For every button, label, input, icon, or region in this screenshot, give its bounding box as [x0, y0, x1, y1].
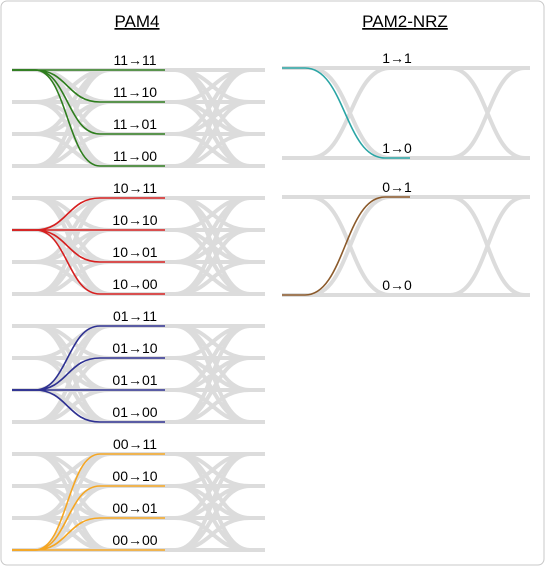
transition-label: 10→11 [113, 180, 157, 196]
transition-label: 0→0 [382, 277, 412, 293]
transition-label: 01→11 [113, 308, 157, 324]
transition-label: 1→1 [382, 50, 412, 66]
transition-label: 10→00 [112, 276, 157, 292]
transition-label: 00→00 [112, 532, 157, 548]
transition-label: 0→1 [382, 179, 412, 195]
transition-curve [12, 229, 165, 295]
transition-curve [12, 69, 165, 167]
transition-label: 11→00 [113, 148, 157, 164]
transition-curve [282, 196, 410, 296]
transition-label: 01→10 [112, 340, 157, 356]
pam4-title: PAM4 [114, 12, 159, 31]
transition-label: 01→01 [112, 372, 157, 388]
transition-label: 11→11 [113, 52, 156, 68]
transition-label: 00→10 [112, 468, 157, 484]
nrz-title: PAM2-NRZ [362, 12, 448, 31]
transition-label: 00→11 [113, 436, 157, 452]
transition-curve [12, 389, 165, 423]
transition-label: 00→01 [112, 500, 157, 516]
transition-label: 01→00 [112, 404, 157, 420]
transition-label: 1→0 [382, 140, 412, 156]
transition-curve [282, 67, 410, 159]
transition-label: 11→01 [113, 116, 157, 132]
transition-label: 11→10 [113, 84, 157, 100]
transition-label: 10→10 [112, 212, 157, 228]
transition-label: 10→01 [112, 244, 157, 260]
